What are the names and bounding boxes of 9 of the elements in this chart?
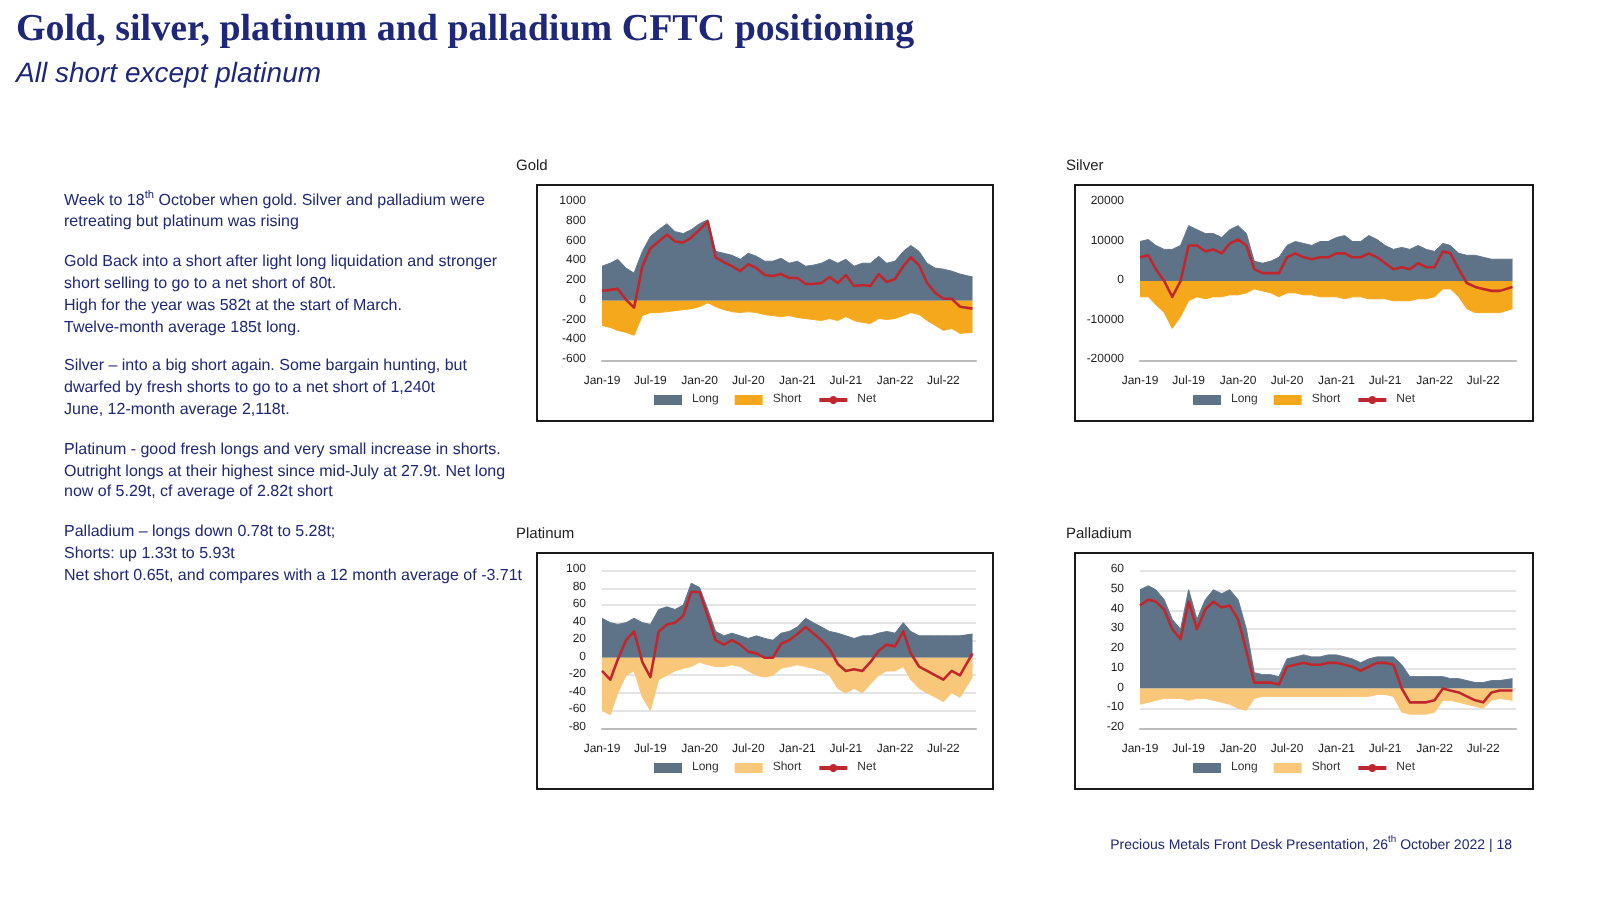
- text: All short except platinum: [16, 56, 322, 88]
- text: Gold Back into a short after light long liquidation and stronger short selling to go to a net short of 80t. High for the year was 582t at the start of March. Twelve-month average 185t long.: [64, 252, 500, 339]
- line-series: [1138, 598, 1514, 704]
- line-series: [1138, 238, 1514, 299]
- text: Platinum - good fresh longs and very small increase in shorts. Outright longs at their highest since mid-July at 27.9t. Net long now of 5.29t, cf average of 2.82t short: [64, 439, 508, 505]
- line-series: [600, 590, 974, 682]
- text: Gold, silver, platinum and palladium CFTC positioning: [16, 8, 915, 52]
- text: Week to 18$^{th}$ October when gold. Silver and palladium were retreating but platinum was rising: [64, 190, 487, 235]
- text: Silver – into a big short again. Some bargain hunting, but dwarfed by fresh shorts to go to a net short of 1,240t June, 12-month average 2,118t.: [64, 356, 469, 422]
